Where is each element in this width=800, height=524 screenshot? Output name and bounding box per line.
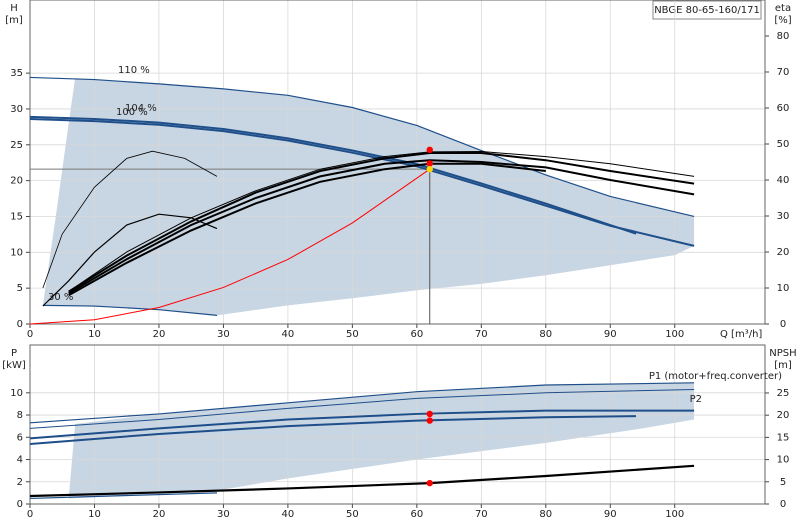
curve-label: 110 % bbox=[118, 65, 150, 76]
y-tick-label: 0 bbox=[17, 319, 23, 330]
y2-axis-label: eta bbox=[775, 3, 791, 14]
duty-point bbox=[426, 479, 433, 487]
curve-label: P2 bbox=[690, 394, 702, 405]
curve-label: P1 (motor+freq.converter) bbox=[649, 371, 782, 382]
x-tick-label: 20 bbox=[153, 329, 166, 340]
y2-tick-label: 20 bbox=[777, 247, 790, 258]
x-tick-label: 100 bbox=[665, 509, 684, 520]
curve bbox=[29, 388, 695, 429]
x-tick-label: 70 bbox=[475, 509, 488, 520]
x-tick-label: 90 bbox=[604, 329, 617, 340]
y-tick-label: 30 bbox=[10, 104, 23, 115]
y2-tick-label: 10 bbox=[777, 455, 790, 466]
y-tick-label: 15 bbox=[10, 211, 23, 222]
y-axis-unit: [m] bbox=[5, 15, 23, 26]
y-tick-label: 0 bbox=[17, 499, 23, 510]
y2-tick-label: 50 bbox=[777, 139, 790, 150]
curve bbox=[29, 168, 431, 325]
x-tick-label: 80 bbox=[539, 509, 552, 520]
y2-tick-label: 20 bbox=[777, 410, 790, 421]
duty-point bbox=[426, 160, 433, 167]
x-tick-label: 10 bbox=[88, 329, 101, 340]
curve bbox=[29, 409, 695, 440]
y2-tick-label: 5 bbox=[780, 477, 786, 488]
y-tick-label: 5 bbox=[17, 283, 23, 294]
operating-range bbox=[42, 78, 695, 316]
y-tick-label: 20 bbox=[10, 176, 23, 187]
curve bbox=[68, 152, 695, 293]
x-tick-label: 100 bbox=[665, 329, 684, 340]
y2-axis-label: NPSH bbox=[769, 348, 796, 359]
y-tick-label: 8 bbox=[17, 410, 23, 421]
curve bbox=[68, 151, 695, 293]
y-tick-label: 10 bbox=[10, 388, 23, 399]
curve bbox=[29, 382, 695, 424]
y2-tick-label: 0 bbox=[780, 499, 786, 510]
y-tick-label: 6 bbox=[17, 432, 23, 443]
x-tick-label: 40 bbox=[282, 509, 295, 520]
x-tick-label: 20 bbox=[153, 509, 166, 520]
x-tick-label: 50 bbox=[346, 329, 359, 340]
y-axis-label: H bbox=[10, 3, 18, 14]
y-tick-label: 25 bbox=[10, 140, 23, 151]
x-tick-label: 10 bbox=[88, 509, 101, 520]
curve bbox=[29, 464, 695, 498]
x-tick-label: 30 bbox=[217, 329, 230, 340]
x-tick-label: 70 bbox=[475, 329, 488, 340]
curve-label: 100 % bbox=[116, 107, 148, 118]
duty-point bbox=[426, 165, 433, 173]
curve bbox=[68, 162, 546, 297]
title-box bbox=[652, 0, 762, 20]
y-tick-label: 35 bbox=[10, 68, 23, 79]
curve bbox=[42, 150, 218, 289]
y2-tick-label: 25 bbox=[777, 388, 790, 399]
y2-tick-label: 0 bbox=[780, 319, 786, 330]
y-tick-label: 2 bbox=[17, 477, 23, 488]
x-axis-label: Q [m³/h] bbox=[720, 329, 762, 340]
x-tick-label: 60 bbox=[410, 509, 423, 520]
y2-tick-label: 40 bbox=[777, 175, 790, 186]
plot-frame bbox=[29, 0, 766, 325]
curve bbox=[68, 159, 695, 295]
duty-point bbox=[426, 146, 433, 154]
curve bbox=[29, 115, 637, 235]
curve bbox=[42, 304, 218, 316]
x-tick-label: 90 bbox=[604, 509, 617, 520]
x-tick-label: 80 bbox=[539, 329, 552, 340]
y2-tick-label: 30 bbox=[777, 211, 790, 222]
curve-label: 104 % bbox=[125, 103, 157, 114]
y2-axis-unit: [%] bbox=[774, 15, 791, 26]
y-tick-label: 10 bbox=[10, 247, 23, 258]
x-tick-label: 50 bbox=[346, 509, 359, 520]
chart-title: NBGE 80-65-160/171 bbox=[654, 5, 760, 16]
y2-tick-label: 80 bbox=[777, 31, 790, 42]
curve bbox=[29, 415, 637, 445]
y-axis-unit: [kW] bbox=[2, 360, 26, 371]
x-tick-label: 30 bbox=[217, 509, 230, 520]
curve bbox=[29, 76, 695, 218]
x-tick-label: 40 bbox=[282, 329, 295, 340]
duty-point bbox=[426, 417, 433, 424]
x-tick-label: 0 bbox=[27, 509, 33, 520]
y-axis-label: P bbox=[11, 348, 17, 359]
y2-tick-label: 60 bbox=[777, 103, 790, 114]
y2-tick-label: 70 bbox=[777, 67, 790, 78]
y2-axis-unit: [m] bbox=[774, 360, 792, 371]
x-tick-label: 0 bbox=[27, 329, 33, 340]
plot-frame bbox=[29, 344, 766, 505]
curve bbox=[29, 117, 695, 247]
curve bbox=[29, 492, 217, 500]
curve-label: 30 % bbox=[48, 292, 73, 303]
y2-tick-label: 15 bbox=[777, 432, 790, 443]
y-tick-label: 4 bbox=[17, 455, 23, 466]
duty-point bbox=[426, 410, 433, 418]
y2-tick-label: 10 bbox=[777, 283, 790, 294]
x-tick-label: 60 bbox=[410, 329, 423, 340]
curve bbox=[42, 213, 218, 307]
